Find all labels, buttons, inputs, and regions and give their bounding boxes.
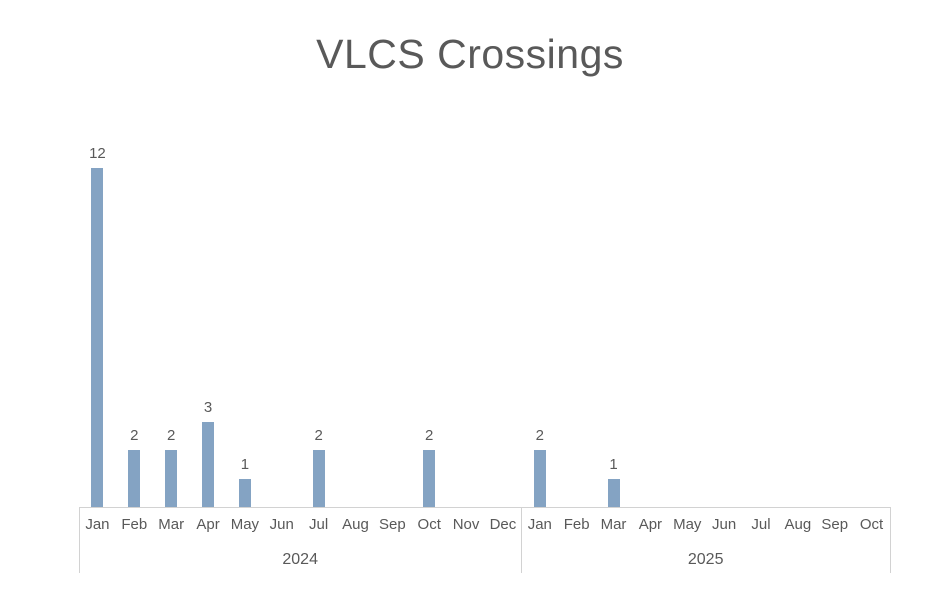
x-tick-label-nov-2024: Nov bbox=[452, 516, 480, 533]
data-label-apr-2024: 3 bbox=[203, 399, 213, 416]
bar-mar-2024 bbox=[165, 450, 178, 507]
axis-divider bbox=[79, 507, 80, 573]
data-label-jan-2024: 12 bbox=[89, 145, 106, 162]
x-tick-label-jan-2025: Jan bbox=[527, 516, 552, 533]
data-label-jan-2025: 2 bbox=[535, 427, 544, 444]
x-tick-label-feb-2024: Feb bbox=[121, 516, 148, 533]
bar-mar-2025 bbox=[607, 479, 620, 507]
x-tick-label-aug-2024: Aug bbox=[342, 516, 369, 533]
data-label-jul-2024: 2 bbox=[314, 427, 323, 444]
chart-title: VLCS Crossings bbox=[316, 31, 624, 77]
x-tick-label-jul-2024: Jul bbox=[309, 516, 329, 533]
x-tick-label-sep-2024: Sep bbox=[378, 516, 406, 533]
x-tick-label-jan-2024: Jan bbox=[85, 516, 110, 533]
x-tick-label-feb-2025: Feb bbox=[563, 516, 590, 533]
x-tick-label-jun-2025: Jun bbox=[712, 516, 737, 533]
axis-divider bbox=[521, 507, 523, 573]
x-tick-label-mar-2025: Mar bbox=[600, 516, 627, 533]
x-tick-label-jul-2025: Jul bbox=[751, 516, 771, 533]
x-tick-label-dec-2024: Dec bbox=[489, 516, 517, 533]
x-tick-label-jun-2024: Jun bbox=[269, 516, 294, 533]
x-tick-label-aug-2025: Aug bbox=[784, 516, 812, 533]
x-tick-label-may-2024: May bbox=[230, 516, 260, 533]
bar-jan-2024 bbox=[91, 168, 104, 507]
x-tick-label-oct-2025: Oct bbox=[859, 516, 884, 533]
x-tick-label-apr-2024: Apr bbox=[196, 516, 220, 533]
x-tick-label-oct-2024: Oct bbox=[417, 516, 441, 533]
data-label-may-2024: 1 bbox=[240, 456, 250, 473]
data-label-oct-2024: 2 bbox=[425, 427, 434, 444]
data-label-mar-2025: 1 bbox=[609, 456, 618, 473]
bar-oct-2024 bbox=[423, 450, 436, 507]
x-tick-label-may-2025: May bbox=[673, 516, 702, 533]
x-axis-line bbox=[79, 507, 890, 508]
x-tick-label-sep-2025: Sep bbox=[821, 516, 849, 533]
bar-apr-2024 bbox=[202, 422, 215, 507]
axis-right-border bbox=[890, 507, 891, 573]
x-tick-label-mar-2024: Mar bbox=[158, 516, 185, 533]
bar-may-2024 bbox=[238, 479, 251, 507]
x-tick-label-apr-2025: Apr bbox=[638, 516, 663, 533]
bar-jan-2025 bbox=[533, 450, 546, 507]
year-label-2025: 2025 bbox=[687, 551, 724, 568]
bar-jul-2024 bbox=[312, 450, 325, 507]
year-label-2024: 2024 bbox=[282, 551, 318, 568]
data-label-feb-2024: 2 bbox=[130, 427, 139, 444]
bar-feb-2024 bbox=[128, 450, 141, 507]
data-label-mar-2024: 2 bbox=[166, 427, 176, 444]
